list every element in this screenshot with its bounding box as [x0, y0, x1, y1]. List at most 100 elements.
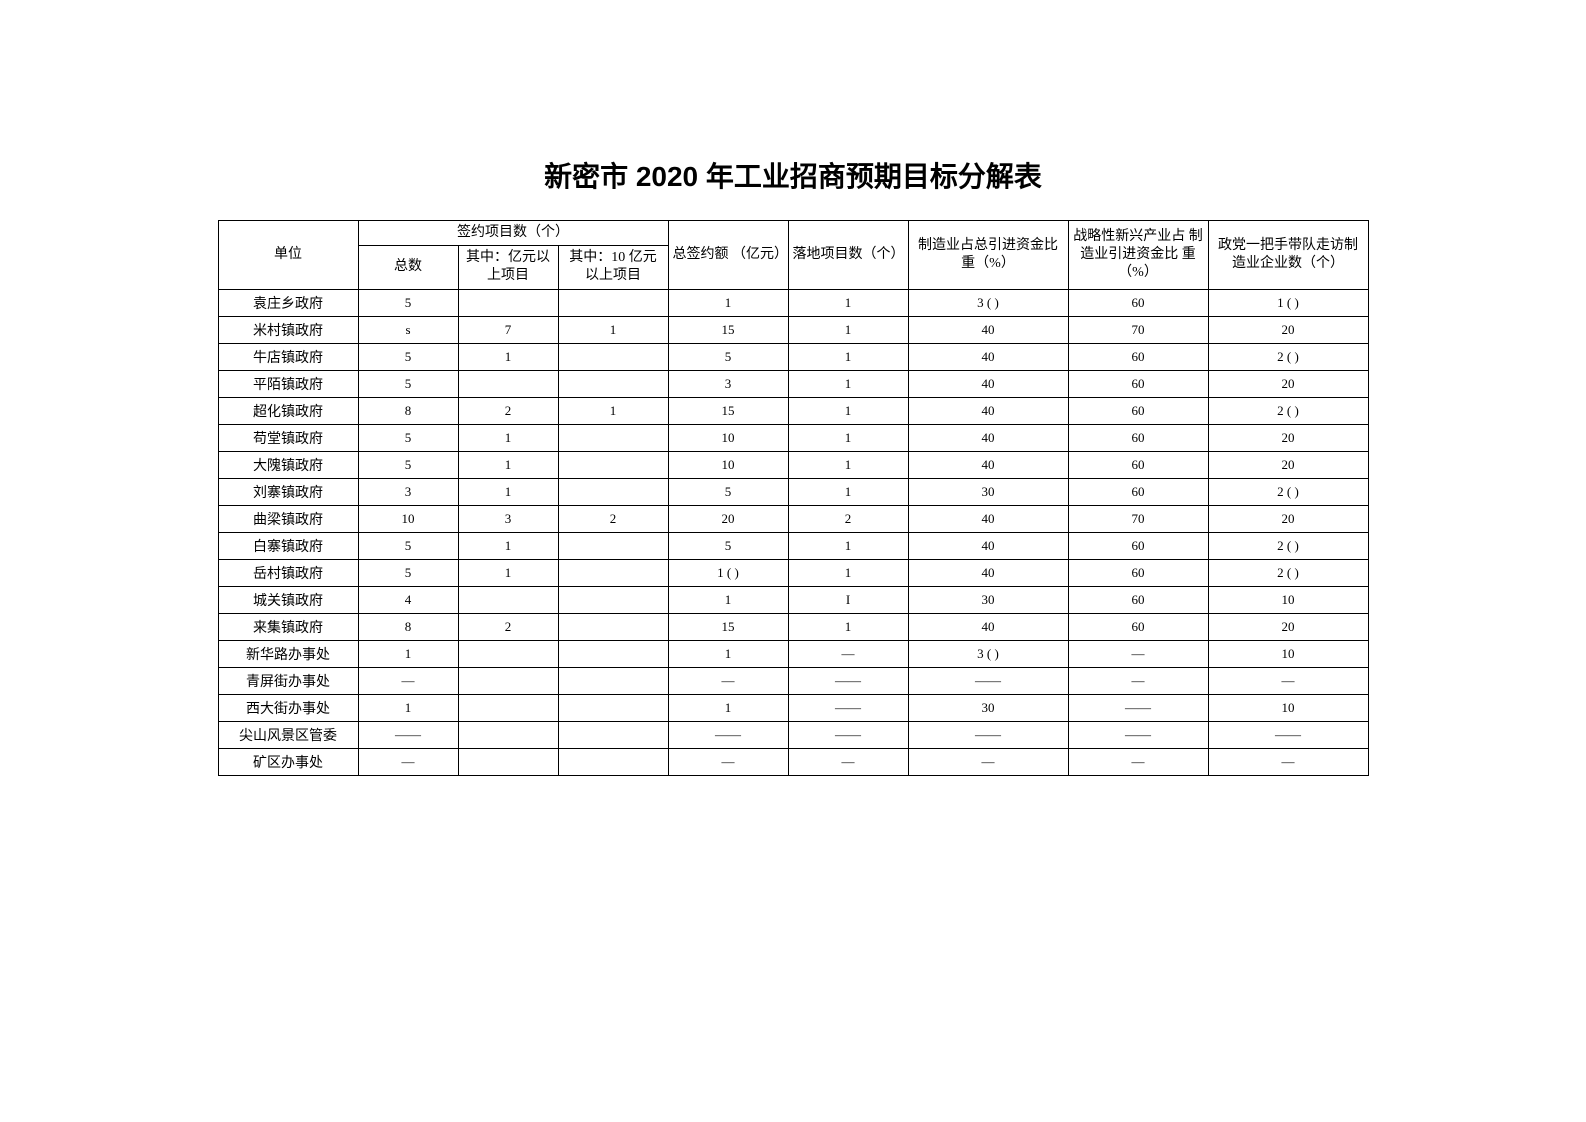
table-head: 单位 签约项目数（个） 总签约额 （亿元） 落地项目数（个） 制造业占总引进资金…: [218, 221, 1368, 290]
col-emerging: 战略性新兴产业占 制造业引进资金比 重（%）: [1068, 221, 1208, 290]
cell-unit: 矿区办事处: [218, 748, 358, 775]
cell-yi: [458, 748, 558, 775]
cell-yi: [458, 721, 558, 748]
cell-emrg: 60: [1068, 586, 1208, 613]
cell-land: ——: [788, 694, 908, 721]
cell-yi: [458, 667, 558, 694]
cell-emrg: 60: [1068, 532, 1208, 559]
cell-mfg: 40: [908, 397, 1068, 424]
table-row: 青屏街办事处————————: [218, 667, 1368, 694]
cell-amt: 15: [668, 316, 788, 343]
cell-mfg: 40: [908, 559, 1068, 586]
table-row: 岳村镇政府511 ( )140602 ( ): [218, 559, 1368, 586]
cell-yi: 1: [458, 478, 558, 505]
cell-unit: 来集镇政府: [218, 613, 358, 640]
cell-total: 5: [358, 559, 458, 586]
cell-total: —: [358, 667, 458, 694]
cell-land: 1: [788, 397, 908, 424]
cell-yi: 1: [458, 343, 558, 370]
cell-visit: 20: [1208, 613, 1368, 640]
cell-mfg: 40: [908, 505, 1068, 532]
cell-visit: 10: [1208, 640, 1368, 667]
cell-emrg: 60: [1068, 613, 1208, 640]
cell-total: ——: [358, 721, 458, 748]
cell-mfg: 3 ( ): [908, 289, 1068, 316]
cell-amt: 3: [668, 370, 788, 397]
cell-unit: 米村镇政府: [218, 316, 358, 343]
cell-yi10: 1: [558, 316, 668, 343]
cell-land: —: [788, 748, 908, 775]
cell-total: 4: [358, 586, 458, 613]
cell-total: 8: [358, 397, 458, 424]
cell-unit: 刘寨镇政府: [218, 478, 358, 505]
cell-yi10: 2: [558, 505, 668, 532]
cell-emrg: 70: [1068, 316, 1208, 343]
table-row: 刘寨镇政府315130602 ( ): [218, 478, 1368, 505]
cell-yi10: [558, 532, 668, 559]
cell-yi: 2: [458, 613, 558, 640]
cell-yi: 1: [458, 424, 558, 451]
cell-total: —: [358, 748, 458, 775]
table-row: 西大街办事处11——30——10: [218, 694, 1368, 721]
cell-yi: [458, 586, 558, 613]
cell-visit: 2 ( ): [1208, 343, 1368, 370]
cell-mfg: 30: [908, 478, 1068, 505]
table-row: 袁庄乡政府5113 ( )601 ( ): [218, 289, 1368, 316]
cell-visit: 20: [1208, 424, 1368, 451]
cell-yi10: [558, 370, 668, 397]
cell-land: 1: [788, 424, 908, 451]
cell-unit: 新华路办事处: [218, 640, 358, 667]
cell-mfg: 40: [908, 451, 1068, 478]
cell-unit: 袁庄乡政府: [218, 289, 358, 316]
cell-land: 1: [788, 451, 908, 478]
cell-emrg: 60: [1068, 451, 1208, 478]
cell-amt: 1: [668, 289, 788, 316]
cell-yi10: [558, 424, 668, 451]
cell-amt: —: [668, 748, 788, 775]
cell-unit: 青屏街办事处: [218, 667, 358, 694]
cell-mfg: 40: [908, 370, 1068, 397]
cell-emrg: 70: [1068, 505, 1208, 532]
cell-amt: 1: [668, 640, 788, 667]
cell-amt: 20: [668, 505, 788, 532]
cell-emrg: —: [1068, 667, 1208, 694]
cell-land: 1: [788, 289, 908, 316]
cell-emrg: 60: [1068, 370, 1208, 397]
cell-unit: 西大街办事处: [218, 694, 358, 721]
table-row: 曲梁镇政府1032202407020: [218, 505, 1368, 532]
cell-emrg: 60: [1068, 559, 1208, 586]
table-row: 平陌镇政府531406020: [218, 370, 1368, 397]
cell-emrg: ——: [1068, 721, 1208, 748]
table-row: 米村镇政府s71151407020: [218, 316, 1368, 343]
cell-mfg: —: [908, 748, 1068, 775]
cell-yi: [458, 370, 558, 397]
table-row: 尖山风景区管委————————————: [218, 721, 1368, 748]
cell-yi10: [558, 586, 668, 613]
table-row: 牛店镇政府515140602 ( ): [218, 343, 1368, 370]
cell-yi10: [558, 613, 668, 640]
cell-unit: 苟堂镇政府: [218, 424, 358, 451]
cell-yi10: [558, 559, 668, 586]
cell-unit: 尖山风景区管委: [218, 721, 358, 748]
cell-land: 1: [788, 613, 908, 640]
cell-mfg: 40: [908, 343, 1068, 370]
table-row: 白寨镇政府515140602 ( ): [218, 532, 1368, 559]
cell-total: 5: [358, 424, 458, 451]
cell-visit: 10: [1208, 694, 1368, 721]
cell-total: 5: [358, 289, 458, 316]
cell-total: 5: [358, 343, 458, 370]
cell-mfg: 3 ( ): [908, 640, 1068, 667]
cell-visit: 20: [1208, 316, 1368, 343]
cell-emrg: ——: [1068, 694, 1208, 721]
table-row: 矿区办事处——————: [218, 748, 1368, 775]
table-row: 新华路办事处11—3 ( )—10: [218, 640, 1368, 667]
cell-visit: 20: [1208, 370, 1368, 397]
cell-yi: [458, 289, 558, 316]
cell-total: 5: [358, 532, 458, 559]
cell-yi10: [558, 640, 668, 667]
table-row: 超化镇政府82115140602 ( ): [218, 397, 1368, 424]
page-title: 新密市 2020 年工业招商预期目标分解表: [0, 0, 1586, 220]
cell-total: 5: [358, 370, 458, 397]
cell-land: 1: [788, 343, 908, 370]
table-row: 来集镇政府82151406020: [218, 613, 1368, 640]
